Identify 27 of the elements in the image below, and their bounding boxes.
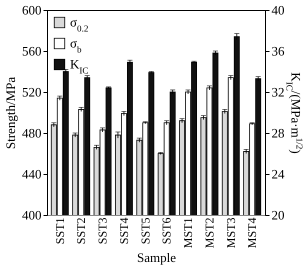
x-tick-label: MST1 bbox=[181, 218, 196, 248]
y-tick-label: 440 bbox=[22, 166, 42, 182]
y-tick-label: 600 bbox=[22, 2, 42, 18]
x-tick-label: MST2 bbox=[202, 218, 216, 248]
y-axis-title: Strength/MPa bbox=[3, 76, 18, 150]
x-axis-title: Sample bbox=[137, 250, 176, 266]
legend-label: K$_{IC}$ bbox=[70, 56, 88, 76]
y-tick-label: 400 bbox=[22, 208, 42, 222]
x-tick-label: MST3 bbox=[224, 218, 238, 248]
x-tick-label: SST2 bbox=[74, 218, 88, 244]
y-tick-label: 480 bbox=[22, 126, 42, 140]
y-tick-label: 520 bbox=[22, 84, 42, 100]
y2-tick-label: 24 bbox=[272, 166, 285, 182]
y2-tick-label: 28 bbox=[272, 126, 284, 140]
legend-label: σ$_{0.2}$ bbox=[70, 14, 89, 34]
x-tick-label: MST4 bbox=[245, 218, 260, 248]
y2-tick-label: 40 bbox=[272, 2, 284, 18]
x-tick-label: SST5 bbox=[138, 218, 152, 244]
legend-label: σ$_{b}$ bbox=[70, 36, 82, 54]
y2-tick-label: 20 bbox=[272, 208, 284, 222]
x-tick-label: SST1 bbox=[52, 218, 67, 244]
y2-tick-label: 32 bbox=[272, 84, 284, 100]
y-tick-label: 560 bbox=[22, 44, 42, 58]
x-tick-label: SST4 bbox=[116, 218, 131, 244]
y2-tick-label: 36 bbox=[272, 44, 285, 58]
x-tick-label: SST6 bbox=[160, 218, 174, 244]
x-tick-label: SST3 bbox=[96, 218, 110, 244]
